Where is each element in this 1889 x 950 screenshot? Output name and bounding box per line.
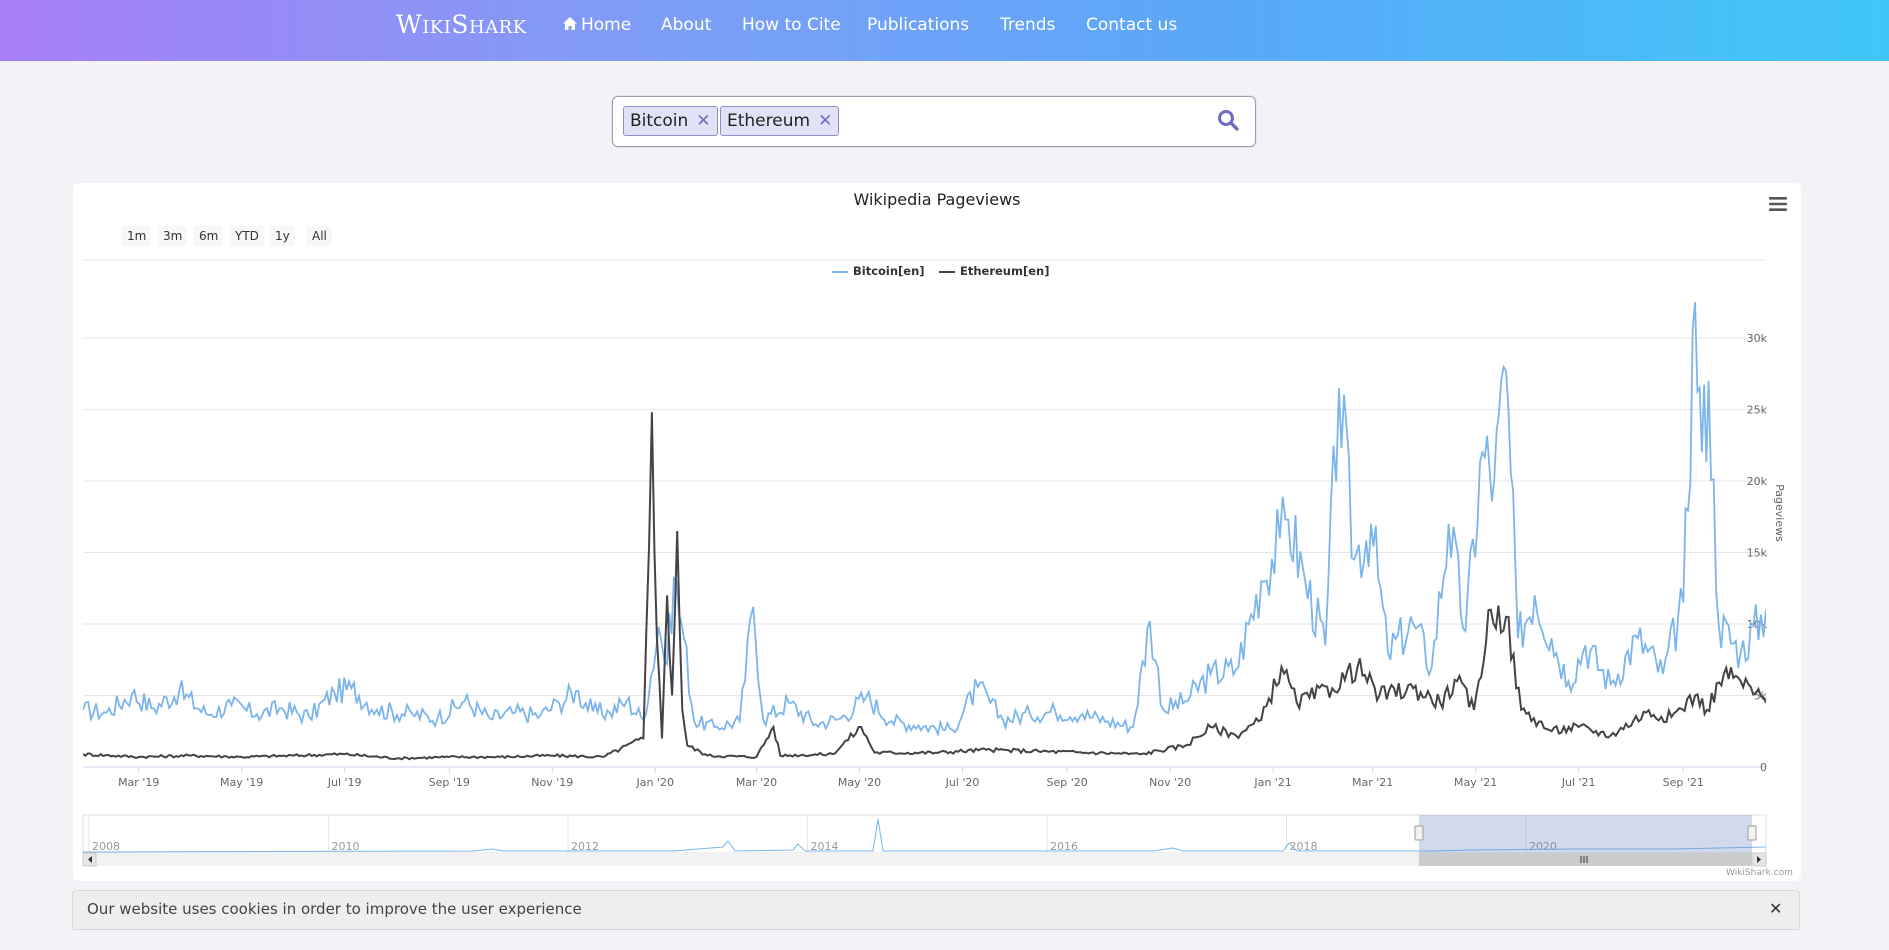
navbar: WikiShark Home About How to Cite Publica… [0, 0, 1889, 61]
range-button-1y[interactable]: 1y [270, 226, 295, 246]
legend-swatch [832, 270, 848, 273]
x-tick-label: Sep '20 [1047, 776, 1088, 789]
x-tick-label: Mar '20 [736, 776, 777, 789]
x-tick-label: Jan '20 [636, 776, 674, 789]
search-tag-label: Ethereum [727, 111, 811, 131]
left-arrow-icon [88, 856, 92, 863]
y-tick-label: 25k [1747, 403, 1768, 416]
cookie-text: Our website uses cookies in order to imp… [87, 900, 582, 918]
chart-title: Wikipedia Pageviews [853, 190, 1021, 209]
nav-trends[interactable]: Trends [1000, 15, 1056, 35]
brand-logo[interactable]: WikiShark [396, 10, 527, 39]
x-tick-label: Sep '21 [1663, 776, 1704, 789]
cookie-banner: Our website uses cookies in order to imp… [72, 890, 1800, 930]
scrollbar-grip-icon [1580, 856, 1588, 863]
navigator-year-label: 2012 [571, 840, 599, 853]
legend-item-bitcoin[interactable]: Bitcoin[en] [832, 264, 925, 278]
x-tick-label: May '19 [220, 776, 263, 789]
y-tick-label: 20k [1747, 475, 1768, 488]
search-icon[interactable] [1217, 109, 1241, 133]
hamburger-menu-icon[interactable] [1769, 196, 1787, 212]
navigator-frame [82, 814, 1767, 854]
range-button-all[interactable]: All [307, 226, 332, 246]
x-tick-label: Nov '20 [1149, 776, 1191, 789]
chart-card: 0 5k 10k 15k 20k 25k 30k Pageviews Mar '19 May '1… [73, 183, 1801, 881]
nav-home[interactable]: Home [563, 15, 631, 35]
scrollbar-thumb[interactable] [1419, 853, 1752, 866]
search-tag-label: Bitcoin [630, 111, 689, 131]
range-button-6m[interactable]: 6m [194, 226, 224, 246]
x-tick-label: Jan '21 [1253, 776, 1291, 789]
y-tick-label: 15k [1747, 546, 1768, 559]
navigator-year-label: 2014 [811, 840, 839, 853]
legend-item-ethereum[interactable]: Ethereum[en] [939, 264, 1049, 278]
legend-swatch [939, 270, 955, 273]
x-tick-label: Mar '19 [118, 776, 159, 789]
navigator-year-label: 2008 [92, 840, 120, 853]
right-arrow-icon [1757, 856, 1761, 863]
series-line-ethereum[interactable] [83, 412, 1766, 761]
nav-publications[interactable]: Publications [867, 15, 970, 35]
remove-tag-icon[interactable]: ✕ [818, 111, 833, 131]
navigator-series [82, 818, 1767, 853]
navigator-year-label: 2010 [332, 840, 360, 853]
nav-how-to-cite[interactable]: How to Cite [742, 15, 841, 35]
y-tick-label: 30k [1747, 332, 1768, 345]
nav-about[interactable]: About [661, 15, 712, 35]
search-box[interactable]: Bitcoin ✕ Ethereum ✕ [612, 96, 1256, 147]
x-tick-label: Sep '19 [429, 776, 470, 789]
scrollbar-track[interactable] [83, 853, 1766, 866]
search-tag-ethereum: Ethereum ✕ [720, 106, 840, 136]
navigator-handle-right[interactable] [1747, 825, 1757, 841]
y-axis-title: Pageviews [1773, 484, 1786, 542]
search-tag-bitcoin: Bitcoin ✕ [623, 106, 718, 136]
legend-label: Bitcoin[en] [853, 264, 925, 278]
nav-home-label: Home [581, 15, 632, 35]
x-tick-label: Mar '21 [1352, 776, 1393, 789]
nav-contact-us[interactable]: Contact us [1086, 15, 1178, 35]
navigator-handle-left[interactable] [1414, 825, 1424, 841]
x-tick-label: Nov '19 [531, 776, 573, 789]
range-button-1m[interactable]: 1m [122, 226, 152, 246]
navigator-year-label: 2016 [1050, 840, 1078, 853]
x-tick-label: Jul '20 [945, 776, 980, 789]
series-line-bitcoin[interactable] [83, 302, 1766, 738]
x-tick-label: Jul '21 [1561, 776, 1596, 789]
range-button-ytd[interactable]: YTD [230, 226, 264, 246]
y-tick-label: 0 [1760, 761, 1767, 774]
remove-tag-icon[interactable]: ✕ [696, 111, 711, 131]
range-button-3m[interactable]: 3m [158, 226, 188, 246]
x-tick-label: Jul '19 [327, 776, 362, 789]
close-icon[interactable]: ✕ [1769, 899, 1783, 918]
x-tick-label: May '20 [838, 776, 881, 789]
navigator-selection[interactable] [1419, 815, 1752, 853]
x-tick-label: May '21 [1454, 776, 1497, 789]
navigator-year-label: 2018 [1290, 840, 1318, 853]
legend-label: Ethereum[en] [960, 264, 1050, 278]
chart-credit[interactable]: WikiShark.com [1726, 868, 1793, 878]
home-icon [563, 15, 577, 35]
